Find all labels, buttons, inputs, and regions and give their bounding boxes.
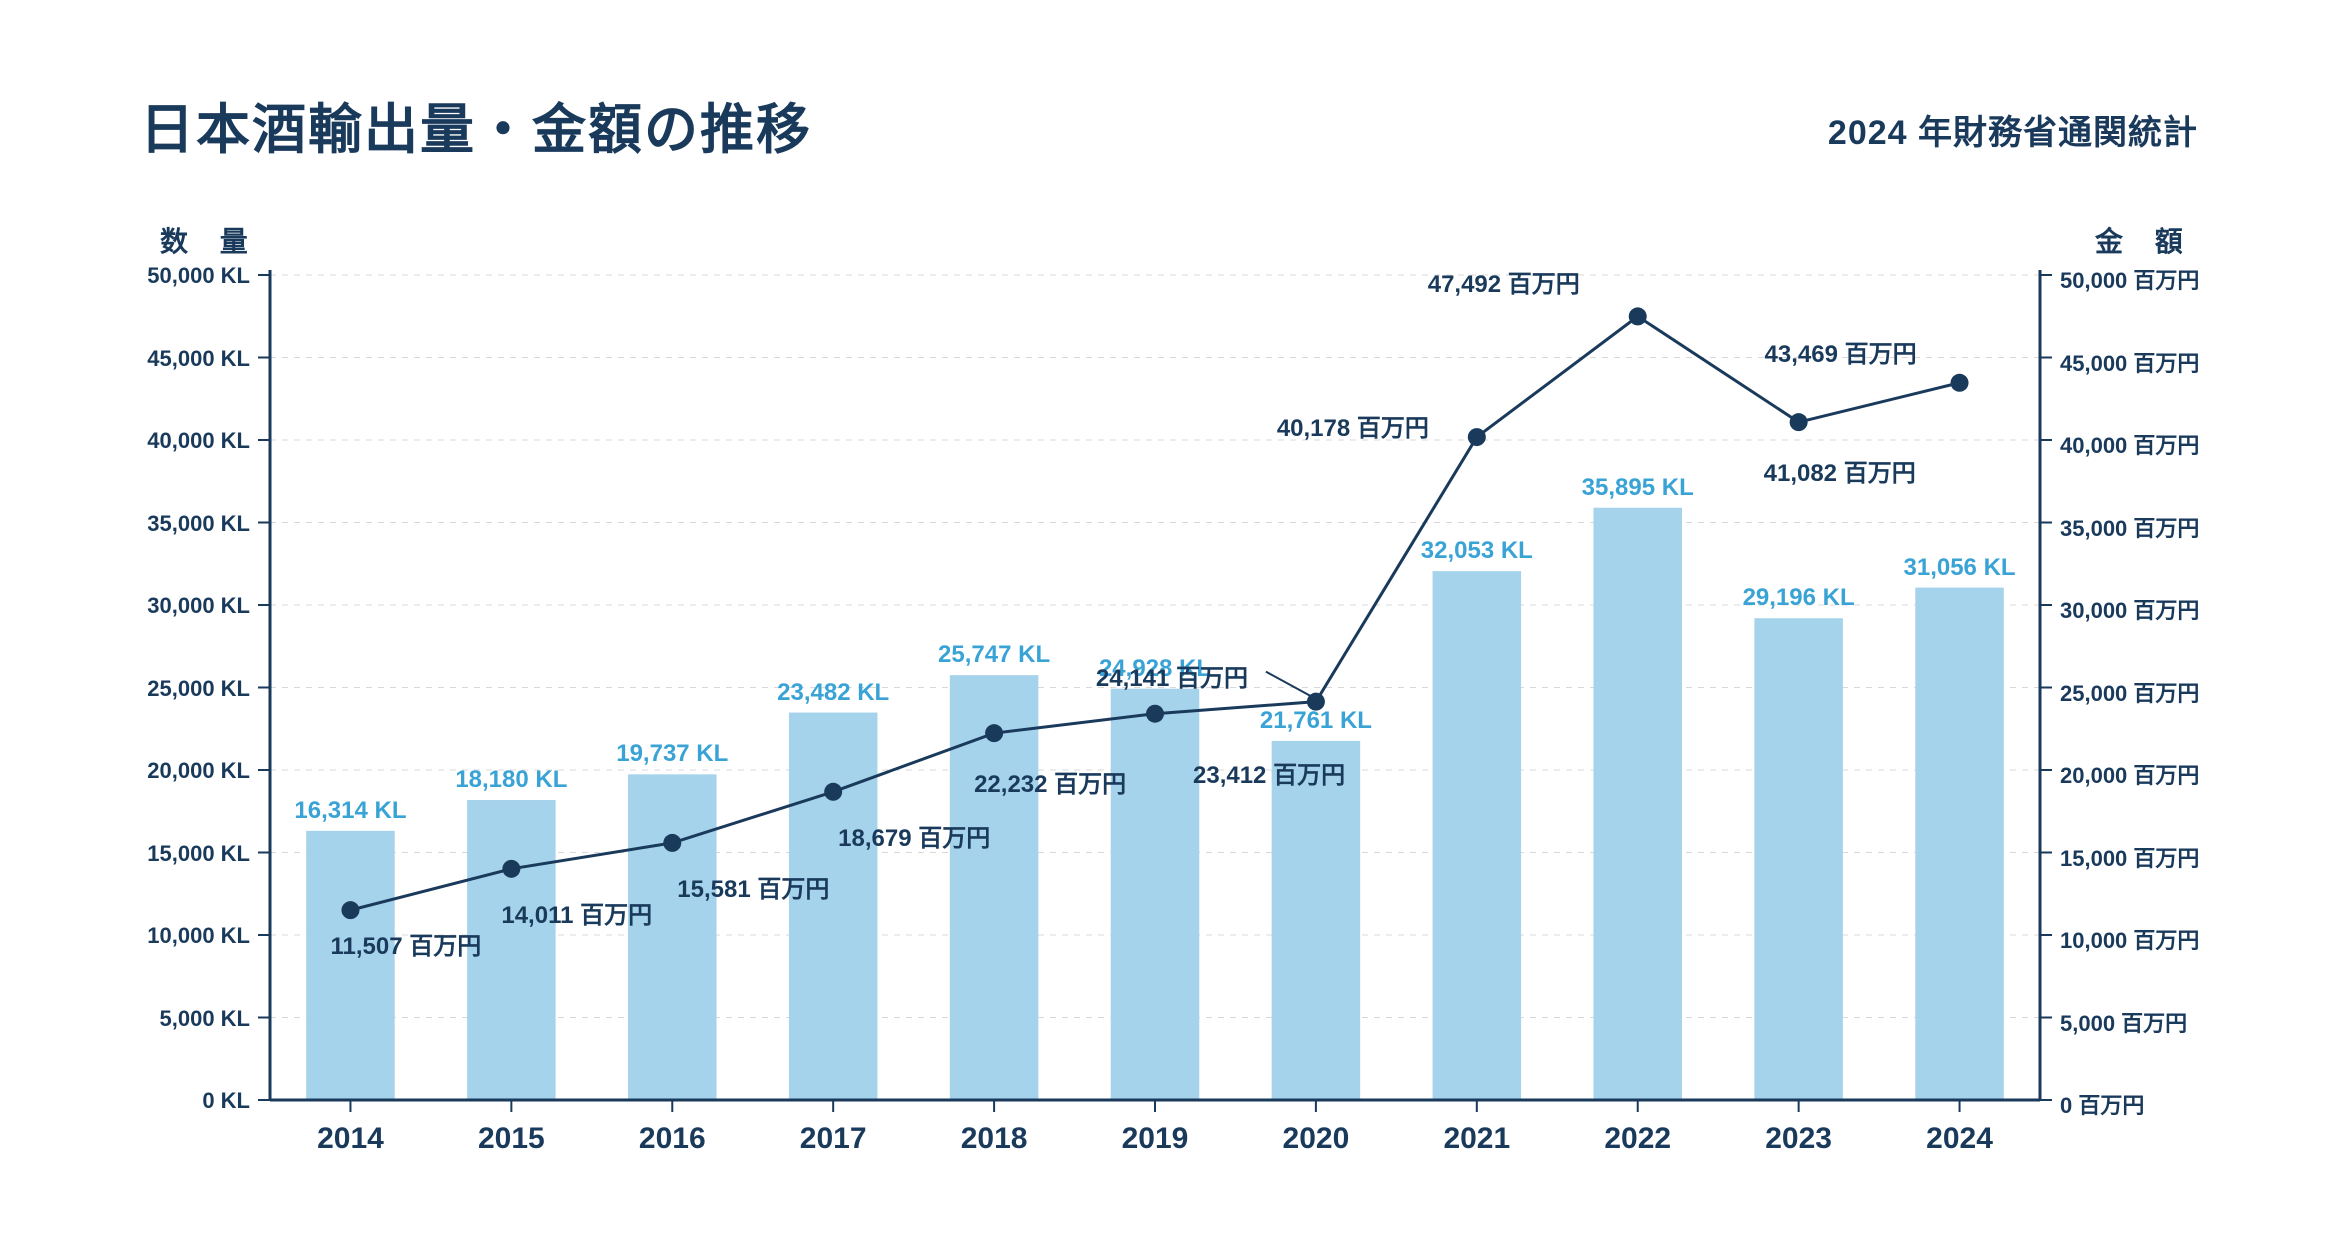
x-tick-label: 2015 bbox=[478, 1122, 545, 1156]
bar-value-label: 19,737 KL bbox=[616, 740, 728, 768]
x-tick-label: 2021 bbox=[1443, 1122, 1510, 1156]
line-value-label: 24,141 百万円 bbox=[1096, 658, 1248, 693]
line-value-label: 43,469 百万円 bbox=[1765, 334, 1917, 369]
y-left-tick: 30,000 KL bbox=[147, 593, 250, 619]
bar-value-label: 35,895 KL bbox=[1582, 474, 1694, 502]
y-left-tick: 10,000 KL bbox=[147, 923, 250, 949]
x-tick-label: 2020 bbox=[1283, 1122, 1350, 1156]
y-left-tick: 40,000 KL bbox=[147, 428, 250, 454]
y-right-tick: 35,000 百万円 bbox=[2060, 511, 2199, 543]
y-right-tick: 0 百万円 bbox=[2060, 1088, 2144, 1120]
bar-value-label: 23,482 KL bbox=[777, 679, 889, 707]
y-right-tick: 15,000 百万円 bbox=[2060, 841, 2199, 873]
y-right-tick: 5,000 百万円 bbox=[2060, 1006, 2187, 1038]
line-value-label: 41,082 百万円 bbox=[1764, 453, 1916, 488]
y-right-tick: 25,000 百万円 bbox=[2060, 676, 2199, 708]
y-left-tick: 5,000 KL bbox=[160, 1006, 251, 1032]
y-left-tick: 50,000 KL bbox=[147, 263, 250, 289]
y-right-tick: 10,000 百万円 bbox=[2060, 923, 2199, 955]
y-right-tick: 30,000 百万円 bbox=[2060, 593, 2199, 625]
bar-value-label: 32,053 KL bbox=[1421, 537, 1533, 565]
y-right-tick: 45,000 百万円 bbox=[2060, 346, 2199, 378]
bar-value-label: 16,314 KL bbox=[294, 797, 406, 825]
line-value-label: 47,492 百万円 bbox=[1428, 264, 1580, 299]
y-left-tick: 15,000 KL bbox=[147, 841, 250, 867]
line-value-label: 23,412 百万円 bbox=[1193, 755, 1345, 790]
x-tick-label: 2023 bbox=[1765, 1122, 1832, 1156]
bar-value-label: 29,196 KL bbox=[1743, 584, 1855, 612]
x-tick-label: 2019 bbox=[1122, 1122, 1189, 1156]
x-tick-label: 2016 bbox=[639, 1122, 706, 1156]
line-value-label: 11,507 百万円 bbox=[330, 926, 481, 961]
x-tick-label: 2024 bbox=[1926, 1122, 1993, 1156]
y-right-tick: 20,000 百万円 bbox=[2060, 758, 2199, 790]
y-left-tick: 25,000 KL bbox=[147, 676, 250, 702]
x-tick-label: 2022 bbox=[1604, 1122, 1671, 1156]
y-left-tick: 0 KL bbox=[202, 1088, 250, 1114]
x-tick-label: 2014 bbox=[317, 1122, 384, 1156]
x-tick-label: 2017 bbox=[800, 1122, 867, 1156]
y-left-tick: 20,000 KL bbox=[147, 758, 250, 784]
y-right-tick: 50,000 百万円 bbox=[2060, 263, 2199, 295]
line-value-label: 15,581 百万円 bbox=[677, 869, 829, 904]
chart-canvas bbox=[0, 0, 2343, 1236]
line-value-label: 18,679 百万円 bbox=[838, 818, 990, 853]
bar-value-label: 21,761 KL bbox=[1260, 707, 1372, 735]
line-value-label: 22,232 百万円 bbox=[974, 764, 1126, 799]
line-value-label: 40,178 百万円 bbox=[1277, 408, 1429, 443]
y-left-tick: 45,000 KL bbox=[147, 346, 250, 372]
x-tick-label: 2018 bbox=[961, 1122, 1028, 1156]
bar-value-label: 25,747 KL bbox=[938, 641, 1050, 669]
y-right-tick: 40,000 百万円 bbox=[2060, 428, 2199, 460]
y-left-tick: 35,000 KL bbox=[147, 511, 250, 537]
bar-value-label: 31,056 KL bbox=[1903, 554, 2015, 582]
line-value-label: 14,011 百万円 bbox=[501, 895, 652, 930]
bar-value-label: 18,180 KL bbox=[455, 766, 567, 794]
